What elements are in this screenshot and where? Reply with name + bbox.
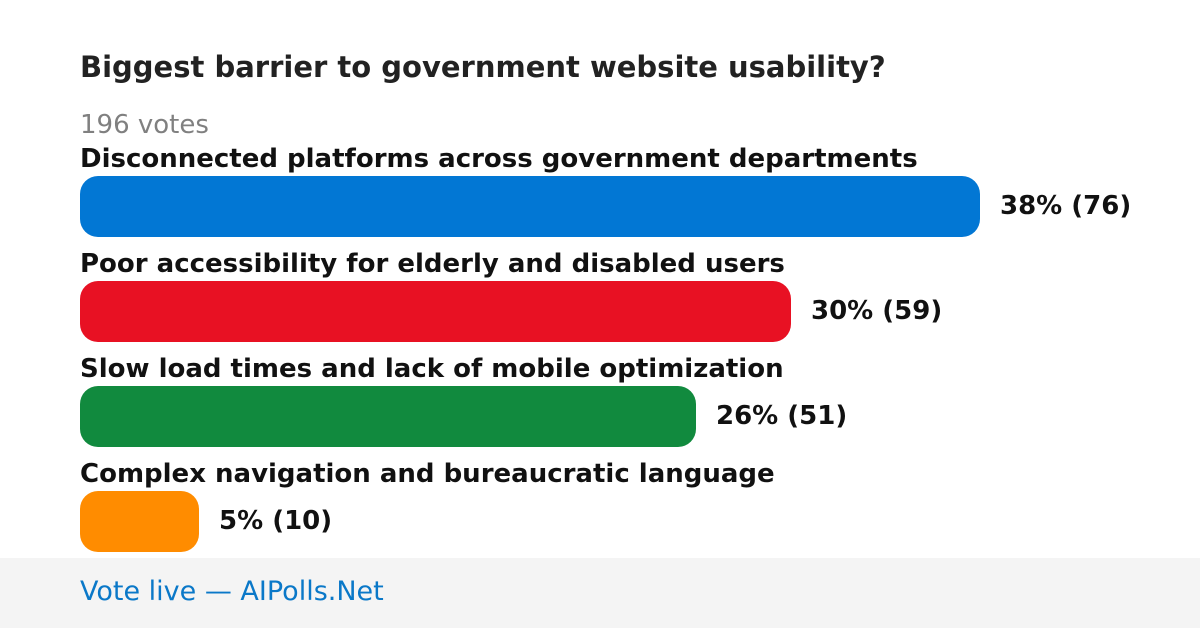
option-bar xyxy=(80,491,199,552)
poll-option[interactable]: Poor accessibility for elderly and disab… xyxy=(80,246,1180,351)
option-label: Disconnected platforms across government… xyxy=(80,144,918,174)
poll-question: Biggest barrier to government website us… xyxy=(80,50,886,84)
option-label: Complex navigation and bureaucratic lang… xyxy=(80,459,775,489)
option-label: Poor accessibility for elderly and disab… xyxy=(80,249,785,279)
option-label: Slow load times and lack of mobile optim… xyxy=(80,354,784,384)
poll-option[interactable]: Complex navigation and bureaucratic lang… xyxy=(80,456,1180,561)
option-bar xyxy=(80,176,980,237)
footer-bar: Vote live — AIPolls.Net xyxy=(0,558,1200,628)
vote-live-link[interactable]: Vote live — AIPolls.Net xyxy=(80,576,384,607)
option-result: 26% (51) xyxy=(716,401,848,431)
option-result: 30% (59) xyxy=(811,296,943,326)
poll-option[interactable]: Slow load times and lack of mobile optim… xyxy=(80,351,1180,456)
option-result: 5% (10) xyxy=(219,506,333,536)
poll-option[interactable]: Disconnected platforms across government… xyxy=(80,141,1180,246)
option-bar xyxy=(80,281,791,342)
vote-count: 196 votes xyxy=(80,110,209,140)
option-result: 38% (76) xyxy=(1000,191,1132,221)
option-bar xyxy=(80,386,696,447)
